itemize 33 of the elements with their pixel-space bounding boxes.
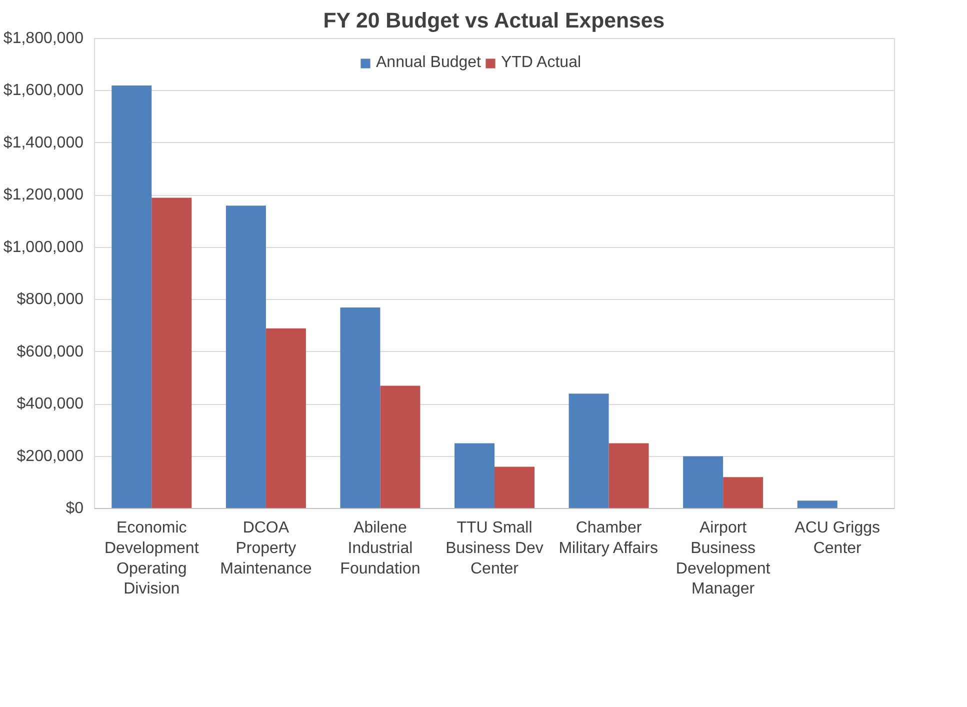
bar bbox=[340, 307, 380, 508]
bar bbox=[380, 386, 420, 508]
y-tick-label: $1,800,000 bbox=[3, 30, 84, 47]
y-tick-label: $1,200,000 bbox=[3, 186, 84, 204]
y-tick-label: $1,600,000 bbox=[3, 82, 84, 100]
y-tick-label: $600,000 bbox=[16, 343, 84, 360]
bar bbox=[608, 443, 649, 508]
x-tick-label: TTU Small Business Dev Center bbox=[446, 520, 544, 578]
legend-label: Annual Budget bbox=[376, 54, 481, 72]
x-tick-label: DCOA Property Maintenance bbox=[220, 520, 312, 578]
bar bbox=[454, 443, 494, 508]
bar bbox=[226, 206, 266, 508]
y-tick-label: $0 bbox=[66, 500, 84, 517]
y-tick-label: $200,000 bbox=[16, 448, 84, 465]
bar bbox=[266, 328, 306, 508]
bar bbox=[112, 86, 152, 508]
y-tick-label: $800,000 bbox=[16, 291, 84, 308]
chart-title: FY 20 Budget vs Actual Expenses bbox=[323, 8, 665, 32]
x-tick-label: Chamber Military Affairs bbox=[558, 520, 658, 557]
bar bbox=[568, 394, 609, 508]
bar bbox=[797, 500, 838, 508]
x-tick-label: Airport Business Development Manager bbox=[676, 520, 771, 598]
bar bbox=[494, 466, 534, 508]
x-tick-label: ACU Griggs Center bbox=[794, 520, 880, 557]
y-tick-label: $1,400,000 bbox=[3, 134, 84, 152]
x-tick-label: Economic Development Operating Division bbox=[104, 520, 200, 598]
bar bbox=[683, 456, 724, 508]
bar bbox=[152, 198, 192, 508]
y-tick-label: $1,000,000 bbox=[3, 238, 84, 256]
x-tick-label: Abilene Industrial Foundation bbox=[340, 520, 420, 578]
y-tick-label: $400,000 bbox=[16, 396, 84, 413]
legend-label: YTD Actual bbox=[500, 54, 582, 72]
bar bbox=[723, 477, 764, 508]
